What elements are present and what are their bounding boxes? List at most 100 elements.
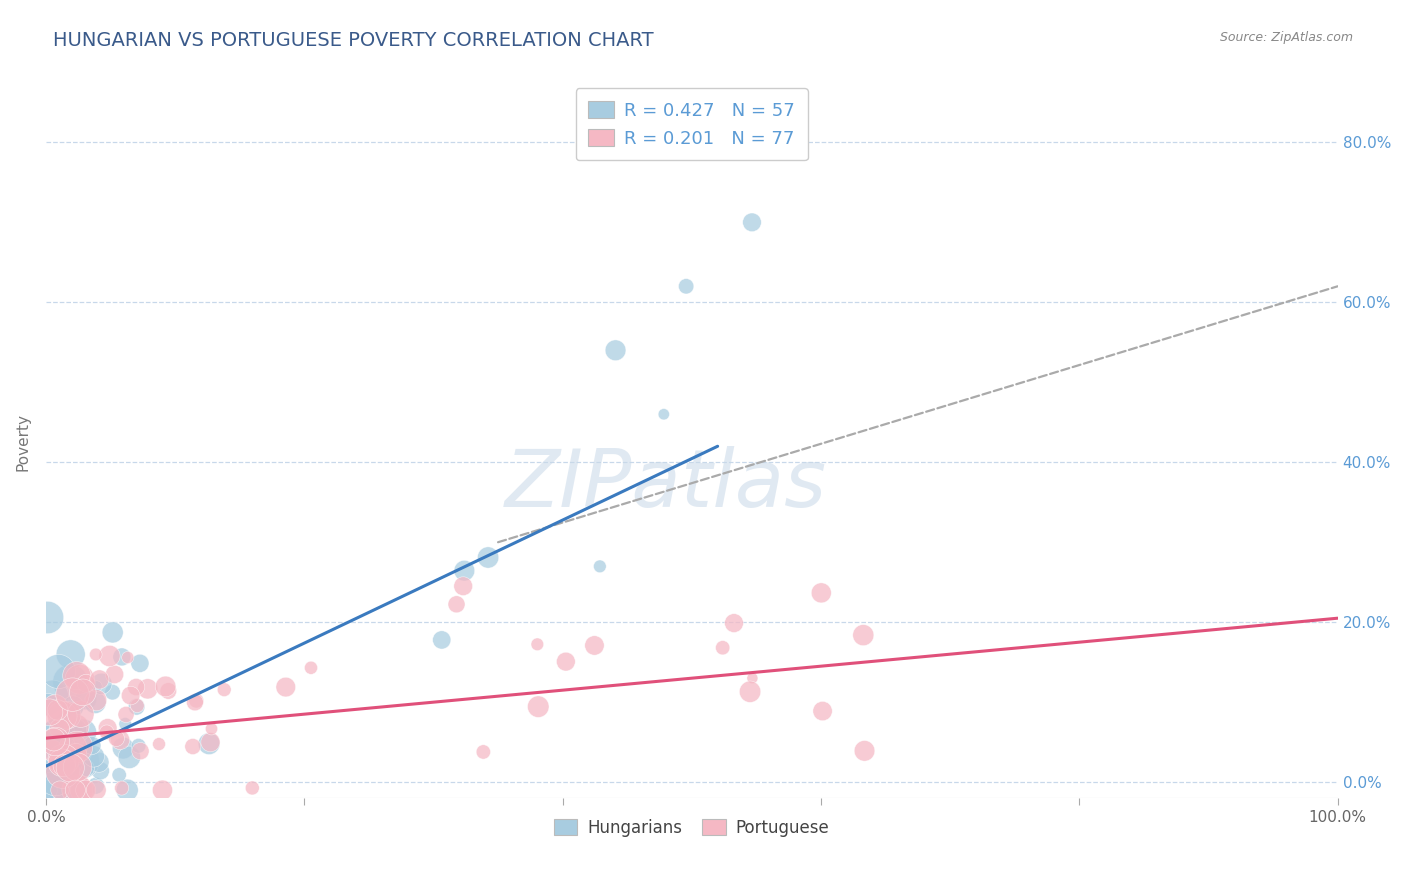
Point [583, 639, 606, 653]
Point [299, 661, 322, 675]
Point [53, 758, 76, 772]
Point [675, 279, 697, 293]
Point [111, 780, 134, 795]
Point [738, 684, 761, 698]
Point [46, 703, 69, 717]
Point [69, 707, 91, 722]
Point [48, 726, 70, 740]
Point [741, 215, 763, 229]
Point [111, 649, 134, 664]
Text: Source: ZipAtlas.com: Source: ZipAtlas.com [1219, 31, 1353, 45]
Point [852, 628, 875, 642]
Point [56, 708, 79, 723]
Point [66, 739, 89, 754]
Point [48, 783, 70, 797]
Point [59, 783, 82, 797]
Point [84, 779, 107, 793]
Point [152, 783, 174, 797]
Point [120, 689, 142, 703]
Point [605, 343, 627, 358]
Point [65, 783, 87, 797]
Point [155, 680, 177, 694]
Point [477, 550, 499, 565]
Point [48, 722, 70, 736]
Point [41, 783, 63, 797]
Text: ZIPatlas: ZIPatlas [505, 446, 827, 524]
Point [200, 722, 222, 736]
Point [70, 754, 93, 768]
Point [453, 564, 475, 578]
Point [46, 760, 69, 774]
Point [75, 783, 97, 797]
Point [38, 733, 60, 747]
Point [42, 744, 65, 758]
Point [125, 699, 148, 714]
Point [62, 740, 84, 755]
Point [84, 696, 107, 710]
Point [128, 739, 150, 753]
Point [51, 709, 73, 723]
Point [652, 407, 675, 421]
Text: HUNGARIAN VS PORTUGUESE POVERTY CORRELATION CHART: HUNGARIAN VS PORTUGUESE POVERTY CORRELAT… [53, 31, 654, 50]
Point [105, 731, 128, 746]
Point [66, 720, 89, 734]
Point [65, 747, 87, 761]
Point [49, 738, 72, 752]
Point [42, 689, 65, 703]
Point [83, 749, 105, 764]
Point [200, 735, 222, 749]
Point [129, 657, 152, 671]
Point [240, 780, 263, 795]
Point [101, 625, 124, 640]
Point [70, 783, 93, 797]
Point [97, 721, 120, 735]
Point [136, 681, 159, 696]
Point [44, 700, 66, 714]
Point [84, 693, 107, 707]
Point [53, 735, 76, 749]
Point [60, 783, 83, 797]
Point [75, 692, 97, 706]
Point [37, 698, 59, 712]
Point [186, 693, 208, 707]
Legend: Hungarians, Portuguese: Hungarians, Portuguese [547, 812, 837, 843]
Point [59, 761, 82, 775]
Point [59, 675, 82, 690]
Point [51, 756, 73, 770]
Point [472, 745, 495, 759]
Point [181, 739, 204, 754]
Point [75, 761, 97, 775]
Point [62, 699, 84, 714]
Point [554, 655, 576, 669]
Point [98, 648, 121, 663]
Point [90, 677, 112, 691]
Point [38, 706, 60, 720]
Point [118, 750, 141, 764]
Point [48, 665, 70, 679]
Point [75, 676, 97, 690]
Point [66, 668, 89, 682]
Point [451, 579, 474, 593]
Point [526, 637, 548, 651]
Point [44, 734, 66, 748]
Point [80, 739, 103, 753]
Point [56, 719, 79, 733]
Point [52, 753, 75, 767]
Point [87, 756, 110, 770]
Point [125, 680, 148, 694]
Point [117, 650, 139, 665]
Point [112, 741, 135, 756]
Point [37, 783, 59, 797]
Point [129, 744, 152, 758]
Point [430, 632, 453, 647]
Point [66, 760, 89, 774]
Point [44, 772, 66, 786]
Point [274, 680, 297, 694]
Point [711, 640, 734, 655]
Point [589, 559, 612, 574]
Point [212, 682, 235, 697]
Point [38, 783, 60, 797]
Point [527, 699, 550, 714]
Point [115, 707, 138, 722]
Point [127, 698, 149, 713]
